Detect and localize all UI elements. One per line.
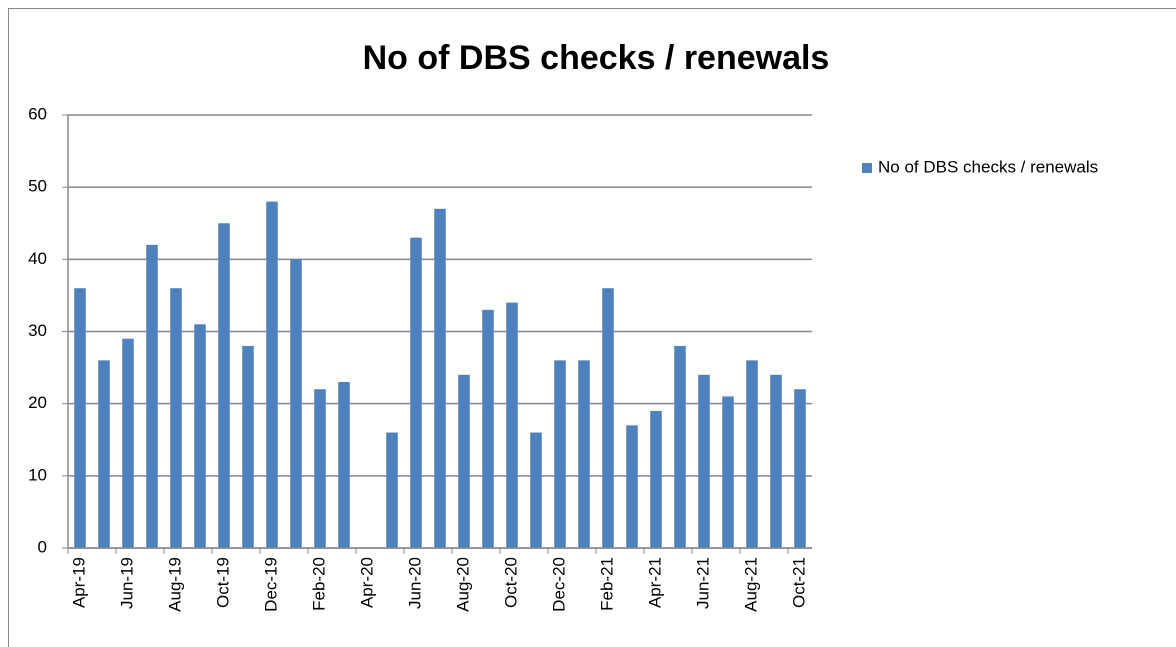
y-tick-label: 50 xyxy=(28,177,47,196)
legend-swatch xyxy=(862,163,872,173)
bar xyxy=(98,360,110,548)
bar xyxy=(794,389,806,548)
bar xyxy=(338,382,350,548)
x-tick-label: Apr-19 xyxy=(69,557,88,608)
bar xyxy=(554,360,566,548)
y-tick-label: 40 xyxy=(28,249,47,268)
bar xyxy=(698,374,710,548)
x-tick-label: Aug-19 xyxy=(165,557,184,612)
bar xyxy=(506,302,518,548)
bar xyxy=(602,288,614,548)
bar xyxy=(170,288,182,548)
bar xyxy=(722,396,734,548)
x-tick-label: Jun-21 xyxy=(693,557,712,609)
bar xyxy=(578,360,590,548)
bar xyxy=(290,259,302,548)
y-tick-label: 0 xyxy=(38,537,47,556)
bar xyxy=(674,345,686,548)
x-tick-label: Oct-20 xyxy=(501,557,520,608)
x-tick-label: Feb-21 xyxy=(597,557,616,611)
bar xyxy=(434,208,446,549)
bar xyxy=(266,201,278,548)
y-tick-label: 30 xyxy=(28,321,47,340)
x-tick-label: Apr-20 xyxy=(357,557,376,608)
bar xyxy=(746,360,758,548)
y-tick-label: 60 xyxy=(28,104,47,123)
y-tick-label: 10 xyxy=(28,465,47,484)
x-tick-label: Aug-21 xyxy=(741,557,760,612)
bar xyxy=(650,410,662,548)
x-tick-label: Jun-19 xyxy=(117,557,136,609)
x-tick-label: Dec-20 xyxy=(549,557,568,612)
chart-frame xyxy=(8,8,1176,647)
x-tick-label: Dec-19 xyxy=(261,557,280,612)
y-tick-label: 20 xyxy=(28,393,47,412)
bar xyxy=(458,374,470,548)
bar xyxy=(194,324,206,548)
x-tick-label: Jun-20 xyxy=(405,557,424,609)
bar xyxy=(386,432,398,548)
x-tick-label: Oct-19 xyxy=(213,557,232,608)
bar xyxy=(242,345,254,548)
x-tick-label: Oct-21 xyxy=(789,557,808,608)
bar xyxy=(314,389,326,548)
chart-title: No of DBS checks / renewals xyxy=(363,39,830,77)
bar xyxy=(626,425,638,548)
bar xyxy=(146,244,158,548)
x-tick-label: Apr-21 xyxy=(645,557,664,608)
bar xyxy=(482,309,494,548)
x-tick-label: Feb-20 xyxy=(309,557,328,611)
bar xyxy=(530,432,542,548)
bar xyxy=(122,338,134,548)
x-tick-label: Aug-20 xyxy=(453,557,472,612)
legend-label: No of DBS checks / renewals xyxy=(878,157,1098,176)
bar xyxy=(218,223,230,548)
bar xyxy=(410,237,422,548)
bar xyxy=(770,374,782,548)
bar xyxy=(74,288,86,548)
